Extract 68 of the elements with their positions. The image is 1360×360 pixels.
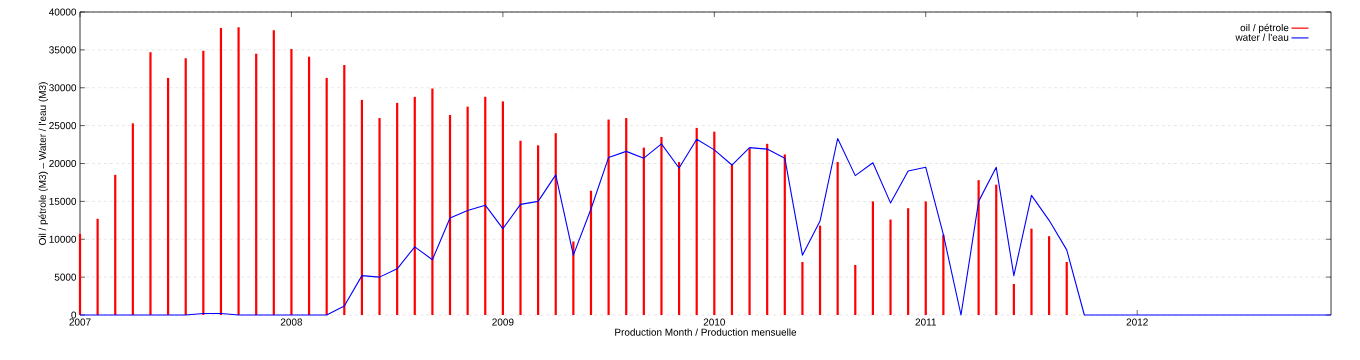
x-tick-label: 2008 xyxy=(280,318,303,326)
bar xyxy=(343,65,346,315)
y-tick-label: 15000 xyxy=(49,197,77,205)
bar xyxy=(625,118,628,315)
y-tick-label: 35000 xyxy=(49,46,77,54)
bar xyxy=(202,50,205,315)
bar xyxy=(131,123,134,315)
bar xyxy=(642,147,645,315)
bar xyxy=(237,27,240,315)
bar xyxy=(607,119,610,315)
bar xyxy=(396,102,399,315)
bar xyxy=(730,165,734,315)
bar xyxy=(96,218,99,315)
x-tick-label: 2011 xyxy=(915,318,936,326)
legend-label: water / l'eau xyxy=(1235,33,1289,41)
x-tick-label: 2007 xyxy=(69,318,91,326)
bar xyxy=(924,201,927,315)
bar xyxy=(854,265,857,315)
bar xyxy=(1048,236,1051,315)
bar xyxy=(871,201,874,315)
bar xyxy=(748,148,751,315)
bar xyxy=(360,99,364,315)
bar xyxy=(766,143,769,315)
bar xyxy=(255,53,258,315)
y-tick-label: 25000 xyxy=(49,122,77,130)
bar xyxy=(484,96,487,315)
bar xyxy=(713,131,716,315)
bar xyxy=(907,208,910,315)
bar xyxy=(290,49,293,315)
bar xyxy=(501,101,504,315)
bar xyxy=(1030,228,1033,315)
bar xyxy=(184,58,187,315)
bar xyxy=(219,27,223,315)
bar xyxy=(695,127,698,315)
x-tick-label: 2010 xyxy=(703,318,726,326)
bar xyxy=(660,136,663,315)
bar xyxy=(149,52,152,315)
bar xyxy=(78,233,82,315)
bar xyxy=(466,106,469,315)
bar xyxy=(995,184,998,315)
y-tick-label: 20000 xyxy=(49,159,77,168)
legend-label: oil / pétrole xyxy=(1240,23,1289,34)
bar xyxy=(889,219,892,315)
bar xyxy=(818,225,822,315)
y-tick-label: 5000 xyxy=(54,273,77,281)
bar xyxy=(307,56,311,315)
bar xyxy=(1012,283,1015,315)
bar xyxy=(413,96,416,315)
bar xyxy=(836,161,839,315)
bar xyxy=(519,140,522,315)
bar xyxy=(801,261,804,315)
bar xyxy=(431,88,434,315)
bar xyxy=(378,118,381,315)
y-tick-label: 40000 xyxy=(49,8,77,16)
bar xyxy=(537,145,540,315)
bar xyxy=(448,115,452,315)
y-tick-label: 10000 xyxy=(49,235,77,243)
bar xyxy=(272,30,275,315)
x-tick-label: 2009 xyxy=(492,318,514,326)
bar xyxy=(1065,261,1068,315)
bar xyxy=(114,174,117,315)
y-tick-label: 30000 xyxy=(49,84,77,92)
bar xyxy=(325,77,328,315)
x-axis-title: Production Month / Production mensuelle xyxy=(615,328,797,336)
bar xyxy=(167,77,170,315)
y-axis-title: Oil / pétrole (M3) – Water / l'eau (M3) xyxy=(38,82,48,245)
y-tick-label: 0 xyxy=(71,311,77,319)
x-tick-label: 2012 xyxy=(1126,318,1148,326)
